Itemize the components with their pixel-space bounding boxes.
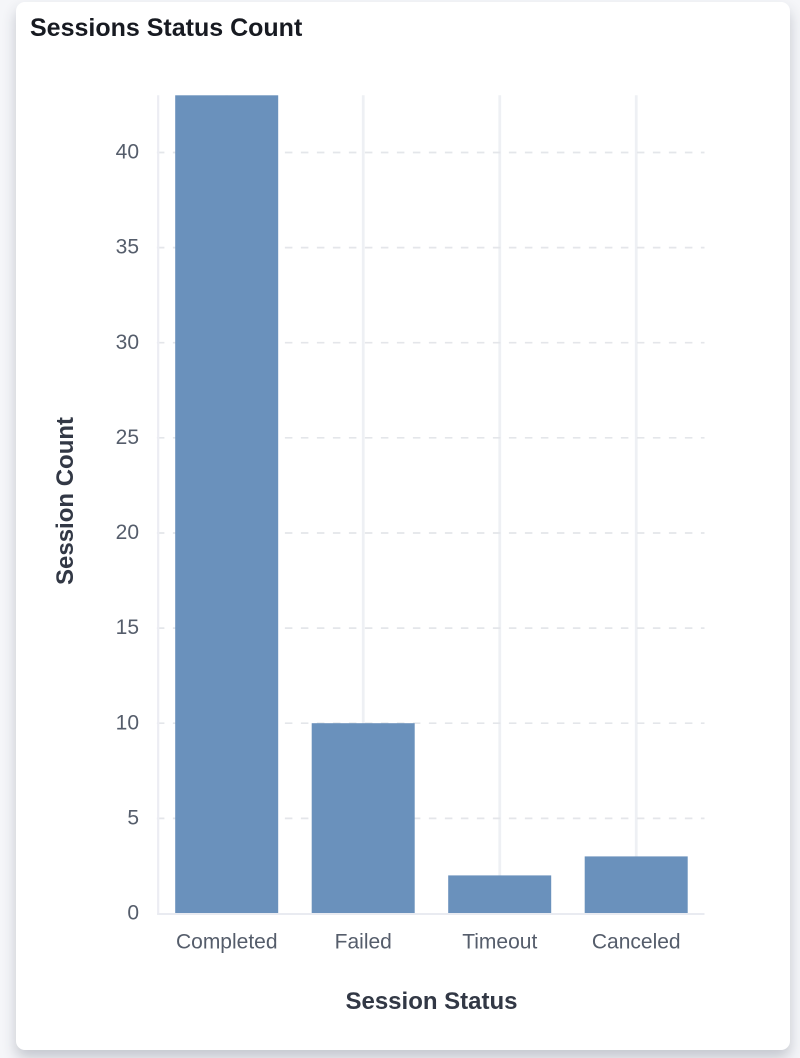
svg-text:0: 0 bbox=[127, 902, 139, 925]
svg-text:25: 25 bbox=[116, 426, 139, 449]
svg-text:Session Status: Session Status bbox=[345, 988, 517, 1015]
svg-text:Timeout: Timeout bbox=[462, 930, 537, 953]
svg-text:35: 35 bbox=[116, 236, 139, 259]
svg-text:Sessions Status Count: Sessions Status Count bbox=[30, 14, 303, 42]
svg-text:Failed: Failed bbox=[335, 930, 392, 953]
svg-text:10: 10 bbox=[116, 711, 139, 734]
svg-text:40: 40 bbox=[116, 141, 139, 164]
svg-text:30: 30 bbox=[116, 331, 139, 354]
svg-text:20: 20 bbox=[116, 521, 139, 544]
svg-text:5: 5 bbox=[127, 806, 139, 829]
svg-text:Session Count: Session Count bbox=[52, 417, 79, 585]
svg-text:Completed: Completed bbox=[176, 930, 278, 953]
svg-text:Canceled: Canceled bbox=[592, 930, 681, 953]
svg-text:15: 15 bbox=[116, 616, 139, 639]
